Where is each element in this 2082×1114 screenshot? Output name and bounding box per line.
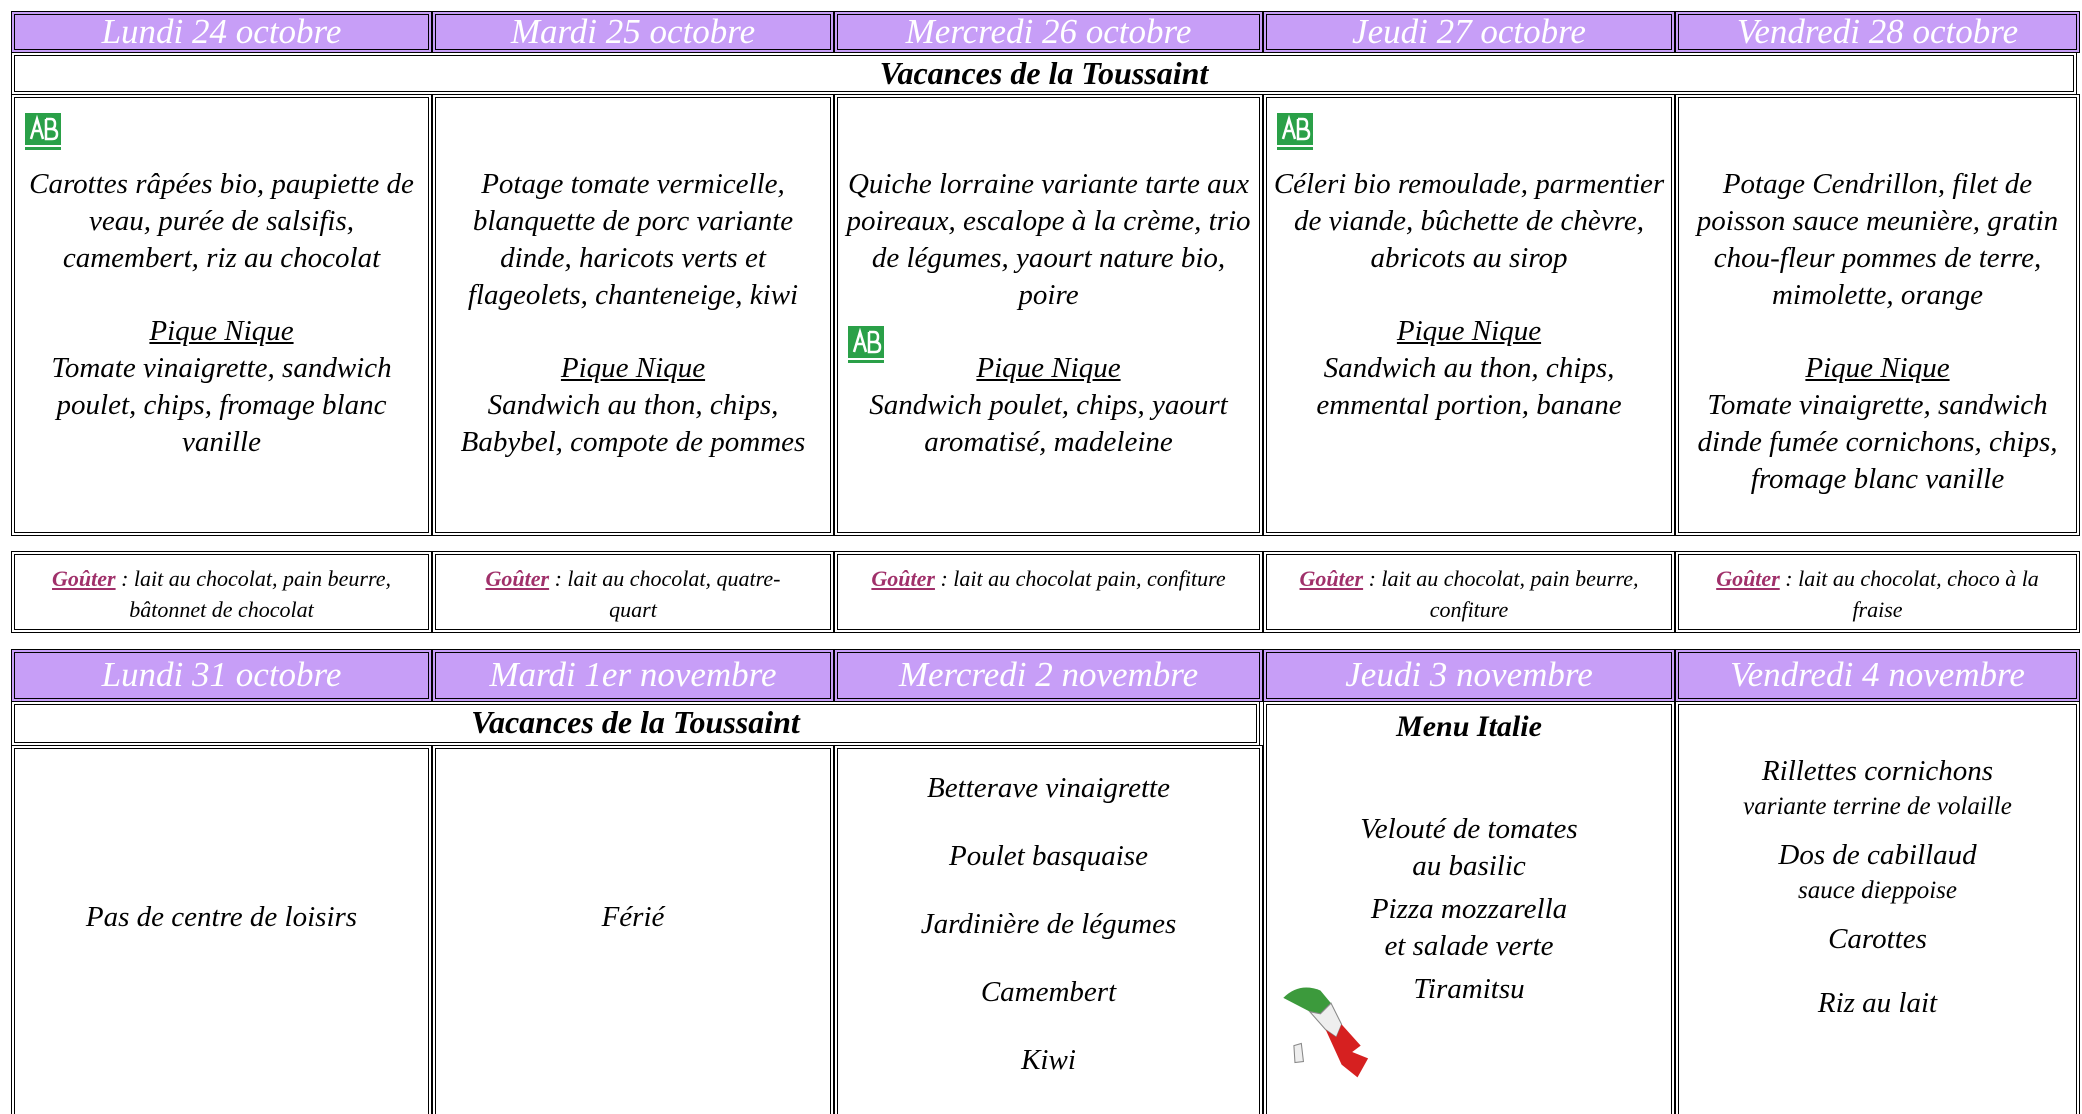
menu-line: Riz au lait: [1817, 987, 1938, 1019]
snack-text: : lait au chocolat, quatre-quart: [549, 566, 781, 622]
bio-logo: [1275, 107, 1315, 153]
menu-cell: Céleri bio remoulade, parmentier de vian…: [1263, 94, 1675, 536]
snack-text: : lait au chocolat pain, confiture: [934, 566, 1226, 591]
menu-item: Riz au lait: [1679, 985, 2076, 1021]
snack-cell: Goûter : lait au chocolat, pain beurre, …: [11, 551, 432, 633]
day-header: Lundi 31 octobre: [11, 649, 432, 702]
banner: Vacances de la Toussaint: [11, 701, 1260, 746]
day-header: Mardi 25 octobre: [432, 11, 834, 53]
menu-line: et salade verte: [1384, 930, 1554, 962]
snack-label: Goûter: [52, 566, 116, 591]
day-header: Mercredi 26 octobre: [834, 11, 1263, 53]
day-header: Jeudi 27 octobre: [1263, 11, 1675, 53]
menu-cell: Potage Cendrillon, filet de poisson sauc…: [1675, 94, 2080, 536]
menu-item: Camembert: [980, 976, 1117, 1008]
day-header: Vendredi 28 octobre: [1675, 11, 2080, 53]
bio-logo: [23, 107, 63, 153]
menu-text: Pas de centre de loisirs: [85, 901, 358, 933]
italy-map: [1283, 987, 1369, 1078]
menu-cell: Potage tomate vermicelle, blanquette de …: [432, 94, 834, 536]
picnic: Sandwich au thon, chips, Babybel, compot…: [460, 389, 806, 458]
menu-cell: Carottes râpées bio, paupiette de veau, …: [11, 94, 432, 536]
lunch: Potage tomate vermicelle, blanquette de …: [467, 168, 799, 311]
snack-cell: Goûter : lait au chocolat, pain beurre, …: [1263, 551, 1675, 633]
picnic-title: Pique Nique: [976, 352, 1121, 384]
lunch: Potage Cendrillon, filet de poisson sauc…: [1696, 168, 2059, 311]
menu-line: Dos de cabillaud: [1778, 839, 1977, 871]
day-header: Lundi 24 octobre: [11, 11, 432, 53]
menu-line: au basilic: [1412, 850, 1526, 882]
picnic: Tomate vinaigrette, sandwich dinde fumée…: [1697, 389, 2058, 495]
banner: Vacances de la Toussaint: [11, 52, 2077, 95]
day-header: Mercredi 2 novembre: [834, 649, 1263, 702]
snack-cell: Goûter : lait au chocolat, choco à la fr…: [1675, 551, 2080, 633]
snack-text: : lait au chocolat, choco à la fraise: [1779, 566, 2039, 622]
menu-sub: sauce dieppoise: [1798, 877, 1957, 904]
menu-item: Carottes: [1679, 921, 2076, 957]
menu-sub: variante terrine de volaille: [1743, 793, 2012, 820]
menu-item: Rillettes cornichons variante terrine de …: [1679, 753, 2076, 825]
menu-item: Tiramitsu: [1267, 971, 1671, 1008]
menu-item: Kiwi: [1021, 1044, 1076, 1076]
menu-cell: Férié: [432, 745, 834, 1114]
snack-text: : lait au chocolat, pain beurre, confitu…: [1363, 566, 1639, 622]
snack-label: Goûter: [1716, 566, 1780, 591]
snack-label: Goûter: [1299, 566, 1364, 591]
snack-label: Goûter: [871, 566, 935, 591]
lunch: Céleri bio remoulade, parmentier de vian…: [1273, 168, 1665, 274]
menu-item: Betterave vinaigrette: [927, 772, 1170, 804]
picnic: Sandwich poulet, chips, yaourt aromatisé…: [869, 389, 1228, 458]
menu-line: Velouté de tomates: [1360, 813, 1578, 845]
menu-item: Velouté de tomates au basilic: [1267, 811, 1671, 885]
menu-line: Carottes: [1828, 923, 1927, 955]
picnic-title: Pique Nique: [149, 315, 294, 347]
menu-item: Jardinière de légumes: [920, 908, 1177, 940]
menu-line: Pizza mozzarella: [1370, 893, 1568, 925]
picnic-title: Pique Nique: [560, 352, 706, 384]
day-header: Mardi 1er novembre: [432, 649, 834, 702]
lunch: Carottes râpées bio, paupiette de veau, …: [29, 168, 414, 274]
menu-item: Poulet basquaise: [949, 840, 1148, 872]
menu-cell: Quiche lorraine variante tarte aux poire…: [834, 94, 1263, 536]
snack-label: Goûter: [485, 566, 550, 591]
menu-text: Férié: [601, 901, 665, 933]
day-header: Vendredi 4 novembre: [1675, 649, 2080, 702]
menu-cell: Betterave vinaigrette Poulet basquaise Jar…: [834, 745, 1263, 1114]
snack-cell: Goûter : lait au chocolat pain, confitur…: [834, 551, 1263, 633]
picnic: Tomate vinaigrette, sandwich poulet, chi…: [51, 352, 392, 458]
menu-item: Dos de cabillaud sauce dieppoise: [1679, 837, 2076, 909]
menu-cell: Pas de centre de loisirs: [11, 745, 432, 1114]
menu-cell: Rillettes cornichons variante terrine de …: [1675, 701, 2080, 1114]
picnic-title: Pique Nique: [1805, 352, 1950, 384]
picnic-title: Pique Nique: [1396, 315, 1542, 347]
lunch: Quiche lorraine variante tarte aux poire…: [846, 168, 1251, 311]
menu-theme: Menu Italie: [1396, 710, 1542, 743]
menu-item: Pizza mozzarella et salade verte: [1267, 891, 1671, 965]
snack-text: : lait au chocolat, pain beurre, bâtonne…: [115, 566, 391, 622]
menu-cell: Menu Italie Velouté de tomates au basilic P…: [1263, 701, 1675, 1114]
day-header: Jeudi 3 novembre: [1263, 649, 1675, 702]
snack-cell: Goûter : lait au chocolat, quatre-quart: [432, 551, 834, 633]
menu-line: Rillettes cornichons: [1761, 755, 1994, 787]
menu-line: Tiramitsu: [1413, 973, 1525, 1005]
bio-logo: [846, 320, 886, 366]
picnic: Sandwich au thon, chips, emmental portio…: [1316, 352, 1622, 421]
